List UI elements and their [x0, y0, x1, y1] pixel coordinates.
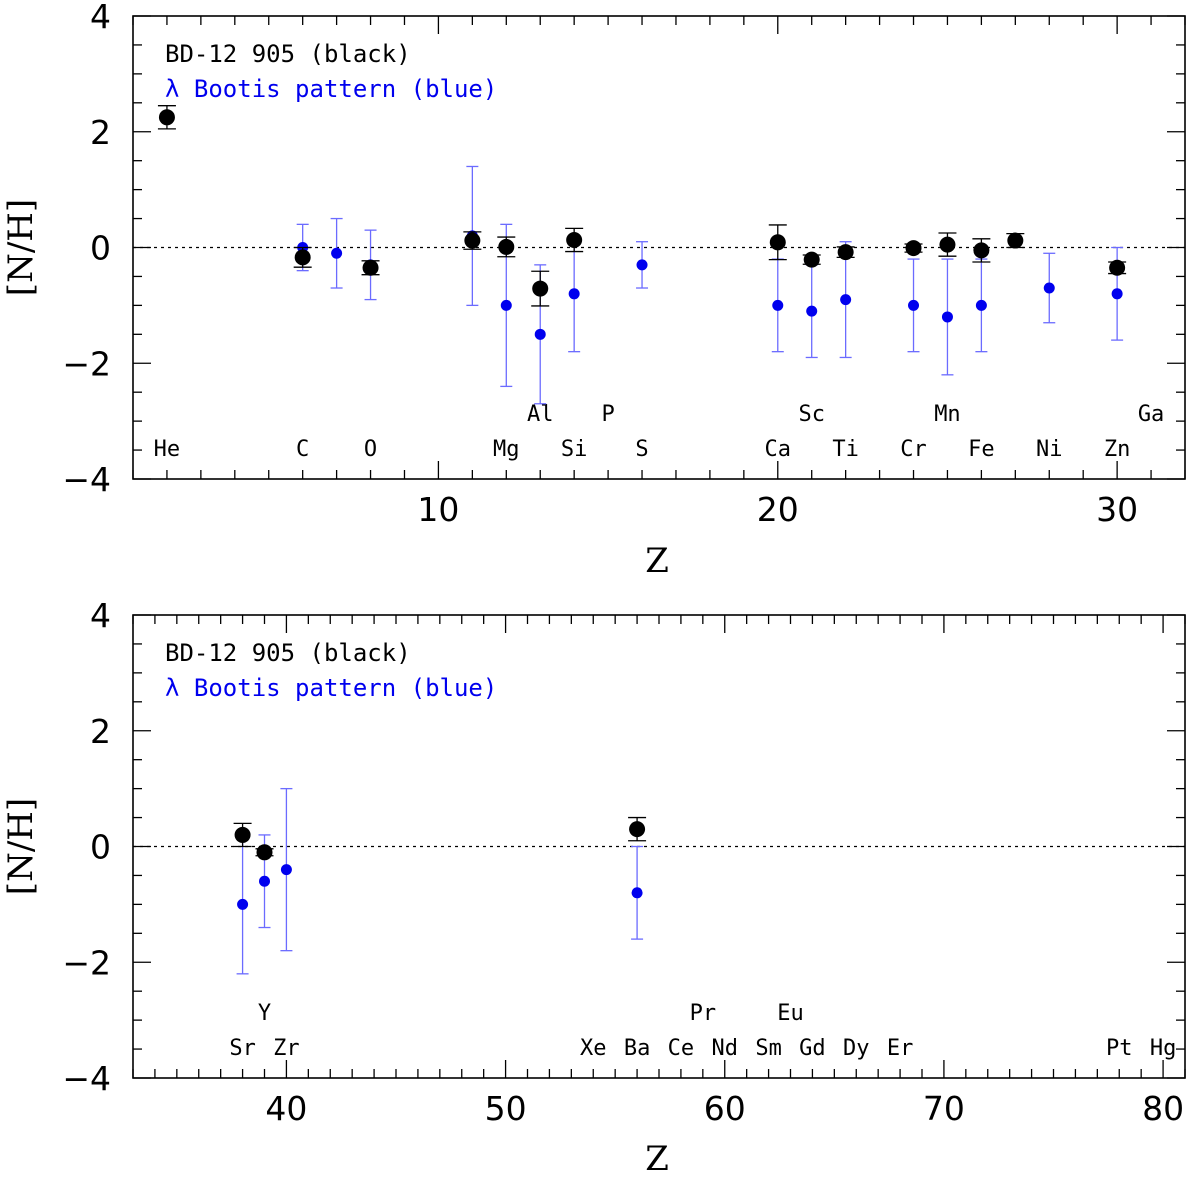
panel-1-x-axis-title: Z [645, 541, 669, 581]
panel-1-bd12-905-point-z13 [532, 280, 549, 297]
panel-1-lambda-boo-point-z28 [1043, 282, 1055, 294]
panel-1-x-tick-label: 10 [417, 490, 459, 529]
panel-2-x-tick-label: 70 [923, 1089, 965, 1128]
panel-1-bd12-905-point-z22 [837, 244, 854, 261]
panel-1-y-tick-label: 0 [90, 229, 111, 268]
panel-2-lambda-boo-point-z38 [237, 898, 249, 910]
panel-2-y-tick-label: −4 [62, 1059, 111, 1098]
panel-2-element-label-ba: Ba [624, 1036, 651, 1061]
panel-1-bd12-905-point-z20 [769, 234, 786, 251]
panel-1-bd12-905-point-z2 [158, 109, 175, 126]
panel-1-element-label-he: He [154, 437, 181, 462]
panel-2-element-label-nd: Nd [712, 1036, 739, 1061]
panel-1-y-tick-label: −2 [62, 344, 111, 383]
panel-2-element-label-eu: Eu [777, 1001, 804, 1026]
panel-2-bd12-905-point-z39 [256, 844, 273, 861]
panel-1-lambda-boo-point-z26 [975, 299, 987, 311]
panel-2-element-label-hg: Hg [1150, 1036, 1177, 1061]
panel-1-lambda-boo-point-z14 [568, 288, 580, 300]
panel-1-y-tick-label: 4 [90, 0, 111, 36]
panel-2-element-label-sm: Sm [755, 1036, 782, 1061]
panel-1-lambda-boo-point-z13 [534, 328, 546, 340]
panel-2-x-tick-label: 80 [1142, 1089, 1184, 1128]
panel-2-y-tick-label: −2 [62, 943, 111, 982]
panel-2-element-label-xe: Xe [580, 1036, 607, 1061]
panel-1-x-tick-label: 20 [757, 490, 799, 529]
panel-1-element-label-p: P [601, 402, 614, 427]
panel-1-bd12-905-point-z12 [498, 238, 515, 255]
panel-1-bd12-905-point-z11 [464, 232, 481, 249]
panel-2-lambda-boo-point-z40 [280, 864, 292, 876]
panel-1-element-label-ga: Ga [1138, 402, 1165, 427]
panel-1-bd12-905-point-z27 [1007, 232, 1024, 249]
panel-2-element-label-zr: Zr [273, 1036, 300, 1061]
panel-1-lambda-boo-point-z16 [636, 259, 648, 271]
panel-2-element-label-y: Y [258, 1001, 271, 1026]
panel-2-bd12-905-point-z56 [629, 821, 646, 838]
panel-1-element-label-ti: Ti [832, 437, 859, 462]
panel-1-element-label-mn: Mn [934, 402, 961, 427]
panel-2-element-label-pr: Pr [690, 1001, 717, 1026]
panel-1-bd12-905-point-z8 [362, 259, 379, 276]
panel-2-y-axis-title: [N/H] [1, 798, 41, 895]
panel-2-y-tick-label: 2 [90, 712, 111, 751]
panel-2-lambda-boo-point-z56 [631, 887, 643, 899]
panel-1-element-label-c: C [296, 437, 309, 462]
panel-1-bd12-905-point-z24 [905, 240, 922, 257]
panel-1-lambda-boo-point-z7 [331, 247, 343, 259]
panel-1-lambda-boo-point-z22 [840, 294, 852, 306]
panel-1-element-label-cr: Cr [900, 437, 927, 462]
panel-2-x-tick-label: 50 [485, 1089, 527, 1128]
panel-1-element-label-al: Al [527, 402, 554, 427]
panel-1-element-label-ni: Ni [1036, 437, 1063, 462]
panel-1-element-label-mg: Mg [493, 437, 520, 462]
panel-1-bd12-905-point-z25 [939, 236, 956, 253]
panel-2-element-label-gd: Gd [799, 1036, 826, 1061]
panel-2-x-tick-label: 40 [265, 1089, 307, 1128]
panel-1-bd12-905-point-z21 [803, 251, 820, 268]
panel-2-legend-entry: λ Bootis pattern (blue) [165, 674, 497, 702]
panel-2-legend-entry: BD-12 905 (black) [165, 639, 411, 667]
panel-1-bd12-905-point-z26 [973, 242, 990, 259]
panel-1-bd12-905-point-z30 [1109, 259, 1126, 276]
panel-1-lambda-boo-point-z24 [908, 299, 920, 311]
panel-2-lambda-boo-point-z39 [259, 875, 270, 887]
panel-1-element-label-s: S [635, 437, 648, 462]
panel-1-x-tick-label: 30 [1096, 490, 1138, 529]
panel-1-element-label-ca: Ca [765, 437, 792, 462]
panel-1-element-label-sc: Sc [798, 402, 825, 427]
panel-2-element-label-sr: Sr [229, 1036, 256, 1061]
panel-1-element-label-zn: Zn [1104, 437, 1131, 462]
panel-1-y-tick-label: −4 [62, 460, 111, 499]
panel-2-element-label-ce: Ce [668, 1036, 695, 1061]
panel-1-element-label-o: O [364, 437, 377, 462]
panel-1-element-label-fe: Fe [968, 437, 995, 462]
panel-1-element-label-si: Si [561, 437, 588, 462]
panel-1-bd12-905-point-z14 [566, 231, 583, 248]
panel-1-bd12-905-point-z6 [294, 249, 311, 266]
panel-1-lambda-boo-point-z21 [806, 305, 818, 317]
panel-1-legend-entry: BD-12 905 (black) [165, 40, 411, 68]
panel-2-x-tick-label: 60 [704, 1089, 746, 1128]
panel-1-y-tick-label: 2 [90, 113, 111, 152]
panel-2-bd12-905-point-z38 [234, 826, 251, 843]
panel-1-lambda-boo-point-z25 [941, 311, 953, 323]
panel-2-y-tick-label: 0 [90, 828, 111, 867]
panel-2-element-label-dy: Dy [843, 1036, 870, 1061]
panel-1-lambda-boo-point-z12 [500, 299, 512, 311]
panel-2-element-label-er: Er [887, 1036, 914, 1061]
panel-1-y-axis-title: [N/H] [1, 199, 41, 296]
panel-2-x-axis-title: Z [645, 1139, 669, 1172]
panel-2-y-tick-label: 4 [90, 596, 111, 635]
panel-1-legend-entry: λ Bootis pattern (blue) [165, 75, 497, 103]
panel-2-element-label-pt: Pt [1106, 1036, 1133, 1061]
panel-1-lambda-boo-point-z30 [1111, 288, 1123, 300]
panel-1-lambda-boo-point-z20 [772, 299, 784, 311]
